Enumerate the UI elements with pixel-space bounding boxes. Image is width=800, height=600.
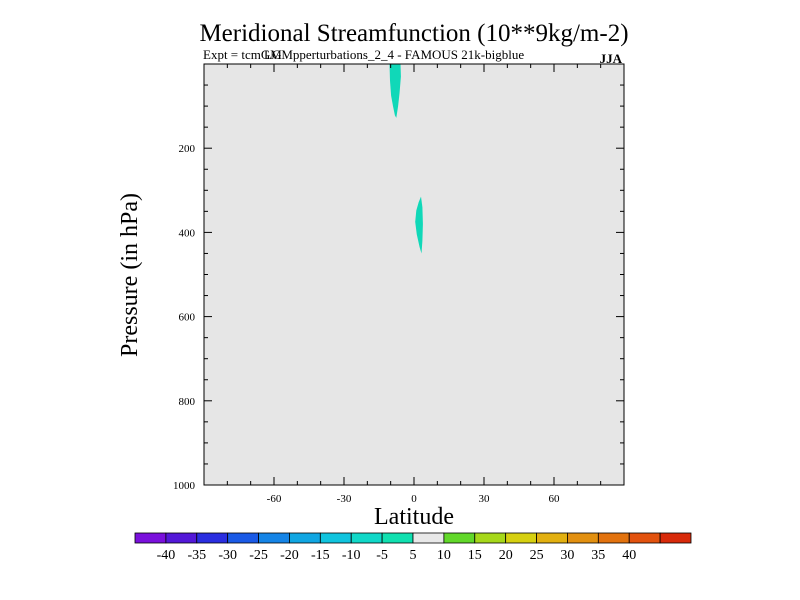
y-tick-label: 800: [179, 396, 196, 408]
colorbar-swatch: [412, 532, 445, 544]
y-tick-label: 600: [179, 312, 196, 324]
colorbar-label: 20: [499, 548, 513, 563]
colorbar-swatch: [319, 532, 352, 544]
colorbar-label: -20: [280, 548, 299, 563]
y-tick-label: 200: [179, 143, 196, 155]
colorbar-label: -35: [187, 548, 206, 563]
x-tick-label: 0: [411, 493, 417, 505]
chart-subtitle-left: Expt = tcmGM: [203, 47, 282, 62]
y-tick-label: 1000: [173, 480, 196, 492]
colorbar-swatch: [165, 532, 198, 544]
colorbar-swatch: [474, 532, 507, 544]
colorbar-label: -10: [342, 548, 361, 563]
colorbar-swatch: [227, 532, 259, 544]
colorbar-label: 30: [560, 548, 574, 563]
colorbar-swatch: [628, 532, 661, 544]
colorbar-label: 10: [437, 548, 451, 563]
colorbar-label: -30: [218, 548, 237, 563]
plot-background: [204, 64, 624, 485]
colorbar: -40 -35 -30 -25 -20 -15 -10 -5 5 10 15 20 25 30 35 40: [134, 532, 692, 563]
colorbar-label: -5: [376, 548, 388, 563]
colorbar-swatch: [443, 532, 476, 544]
colorbar-swatch: [567, 532, 599, 544]
x-tick-label: 60: [549, 493, 561, 505]
colorbar-label: 15: [468, 548, 482, 563]
colorbar-swatch: [659, 532, 692, 544]
colorbar-swatch: [196, 532, 229, 544]
colorbar-label: 35: [591, 548, 605, 563]
colorbar-swatch: [350, 532, 383, 544]
colorbar-swatch: [597, 532, 630, 544]
colorbar-label: -15: [311, 548, 330, 563]
y-tick-label: 400: [179, 227, 196, 239]
colorbar-swatch: [134, 532, 167, 544]
plot-area: 200 400 600 800 1000 -60 -30 0 30 60: [173, 63, 625, 505]
x-tick-label: 30: [479, 493, 491, 505]
contour-region-mid-cell: [415, 196, 423, 254]
colorbar-swatch: [289, 532, 321, 544]
season-label: JJA: [600, 51, 623, 66]
colorbar-label: -40: [157, 548, 176, 563]
colorbar-swatch: [258, 532, 290, 544]
colorbar-label: -25: [249, 548, 268, 563]
colorbar-label: 40: [622, 548, 636, 563]
chart-subtitle-overlap: LGMpperturbations_2_4 - FAMOUS 21k-bigbl…: [264, 47, 524, 62]
y-axis-label: Pressure (in hPa): [117, 193, 143, 357]
x-axis-label: Latitude: [374, 504, 454, 530]
colorbar-swatch: [505, 532, 537, 544]
colorbar-label: 25: [530, 548, 544, 563]
contour-region-upper-cell: [389, 64, 401, 118]
chart-title: Meridional Streamfunction (10**9kg/m-2): [199, 20, 628, 47]
colorbar-swatch: [536, 532, 568, 544]
colorbar-label: 5: [410, 548, 417, 563]
x-tick-label: -60: [267, 493, 282, 505]
colorbar-swatch: [381, 532, 414, 544]
x-tick-label: -30: [337, 493, 352, 505]
